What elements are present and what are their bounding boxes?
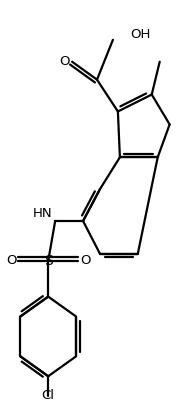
Text: Cl: Cl bbox=[42, 388, 55, 402]
Text: O: O bbox=[6, 254, 17, 267]
Text: S: S bbox=[44, 254, 53, 268]
Text: HN: HN bbox=[32, 208, 52, 220]
Text: O: O bbox=[59, 55, 69, 68]
Text: OH: OH bbox=[130, 28, 150, 42]
Text: O: O bbox=[80, 254, 90, 267]
